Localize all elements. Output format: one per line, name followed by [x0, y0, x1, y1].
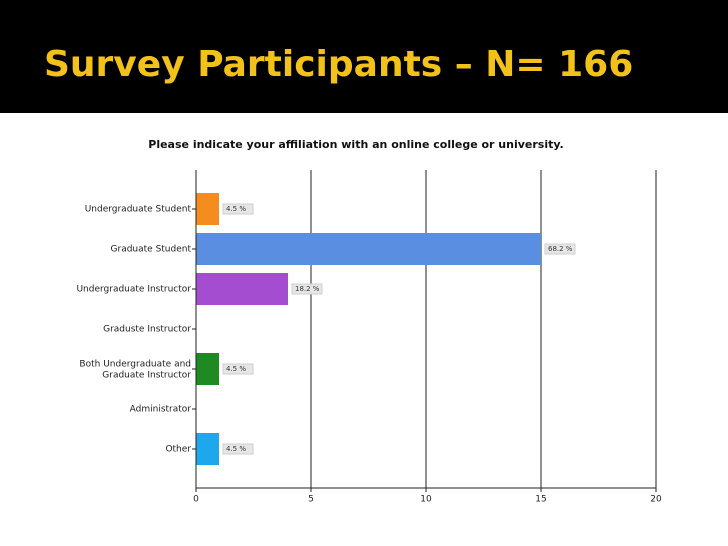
bar [196, 353, 219, 385]
value-label-bg [291, 283, 323, 295]
value-label: 4.5 % [226, 445, 246, 453]
value-label-bg [222, 443, 254, 455]
y-tick-label: Undergraduate Instructor [76, 285, 191, 295]
header-band [0, 0, 728, 113]
value-label: 68.2 % [548, 245, 573, 253]
chart-title: Please indicate your affiliation with an… [148, 138, 563, 151]
x-tick-label: 0 [193, 495, 199, 505]
bar [196, 273, 288, 305]
bar [196, 433, 219, 465]
value-label-bg [222, 203, 254, 215]
y-tick-label: Graduate Student [111, 245, 192, 255]
value-label: 4.5 % [226, 205, 246, 213]
x-tick-label: 5 [308, 495, 314, 505]
bar [196, 233, 541, 265]
x-tick-label: 10 [420, 495, 432, 505]
x-tick-label: 15 [535, 495, 546, 505]
x-tick-label: 20 [650, 495, 662, 505]
y-tick-label: Both Undergraduate and Graduate Instructo… [79, 359, 191, 380]
value-label: 4.5 % [226, 365, 246, 373]
y-tick-label: Undergraduate Student [85, 205, 192, 215]
y-tick-label: Administrator [130, 405, 192, 415]
bar [196, 193, 219, 225]
value-label-bg [222, 363, 254, 375]
slide-title: Survey Participants – N= 166 [44, 44, 633, 85]
value-label-bg [544, 243, 576, 255]
y-tick-label: Graduste Instructor [103, 325, 191, 335]
y-tick-label: Other [165, 445, 191, 455]
value-label: 18.2 % [295, 285, 320, 293]
